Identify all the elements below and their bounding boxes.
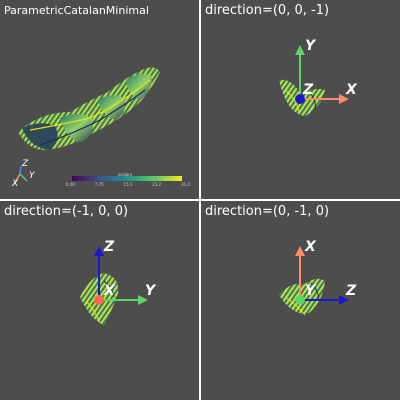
axis-z-label: Z (345, 283, 357, 299)
surface-shape (18, 67, 160, 150)
viewport-direction-z[interactable]: direction=(0, 0, -1) X Y Z (201, 0, 400, 199)
scalar-bar-ticks: 0.00 7.75 15.5 23.2 31.0 (66, 182, 190, 187)
viewport-title: direction=(-1, 0, 0) (4, 204, 129, 219)
viewport-main-3d[interactable]: ParametricCatalanMinimal (0, 0, 199, 199)
widget-x-label: X (11, 179, 19, 189)
axis-y-label: Y (305, 38, 317, 54)
orientation-axes-widget: X Y Z (11, 159, 36, 189)
scalar-tick: 31.0 (181, 182, 190, 187)
axes-view: X Y Z (279, 38, 358, 116)
axis-y-label: Y (145, 283, 157, 299)
scalar-tick: 0.00 (66, 182, 75, 187)
axis-z-label: Z (302, 82, 314, 98)
scalar-tick: 7.75 (94, 182, 104, 187)
axis-z-label: Z (103, 239, 115, 255)
axis-y-label: Y (305, 283, 317, 299)
axis-x-label: X (103, 283, 116, 299)
viewport-title: direction=(0, -1, 0) (205, 204, 330, 219)
viewport-title: ParametricCatalanMinimal (4, 4, 149, 17)
viewport-title: direction=(0, 0, -1) (205, 3, 330, 18)
scalar-tick: 15.5 (123, 182, 133, 187)
scalar-bar-title: scalars (118, 172, 133, 177)
scalar-tick: 23.2 (152, 182, 162, 187)
viewport-direction-x[interactable]: direction=(-1, 0, 0) Y Z X (0, 201, 199, 400)
axes-view: Z X Y (279, 239, 357, 316)
axes-view: Y Z X (80, 239, 157, 325)
axis-x-label: X (304, 239, 317, 255)
viewport-direction-y[interactable]: direction=(0, -1, 0) Z X Y (201, 201, 400, 400)
widget-y-label: Y (29, 171, 36, 181)
widget-z-label: Z (21, 159, 29, 169)
scalar-bar (72, 176, 182, 181)
catalan-surface-render: X Y Z (11, 67, 160, 189)
axis-x-label: X (345, 82, 358, 98)
